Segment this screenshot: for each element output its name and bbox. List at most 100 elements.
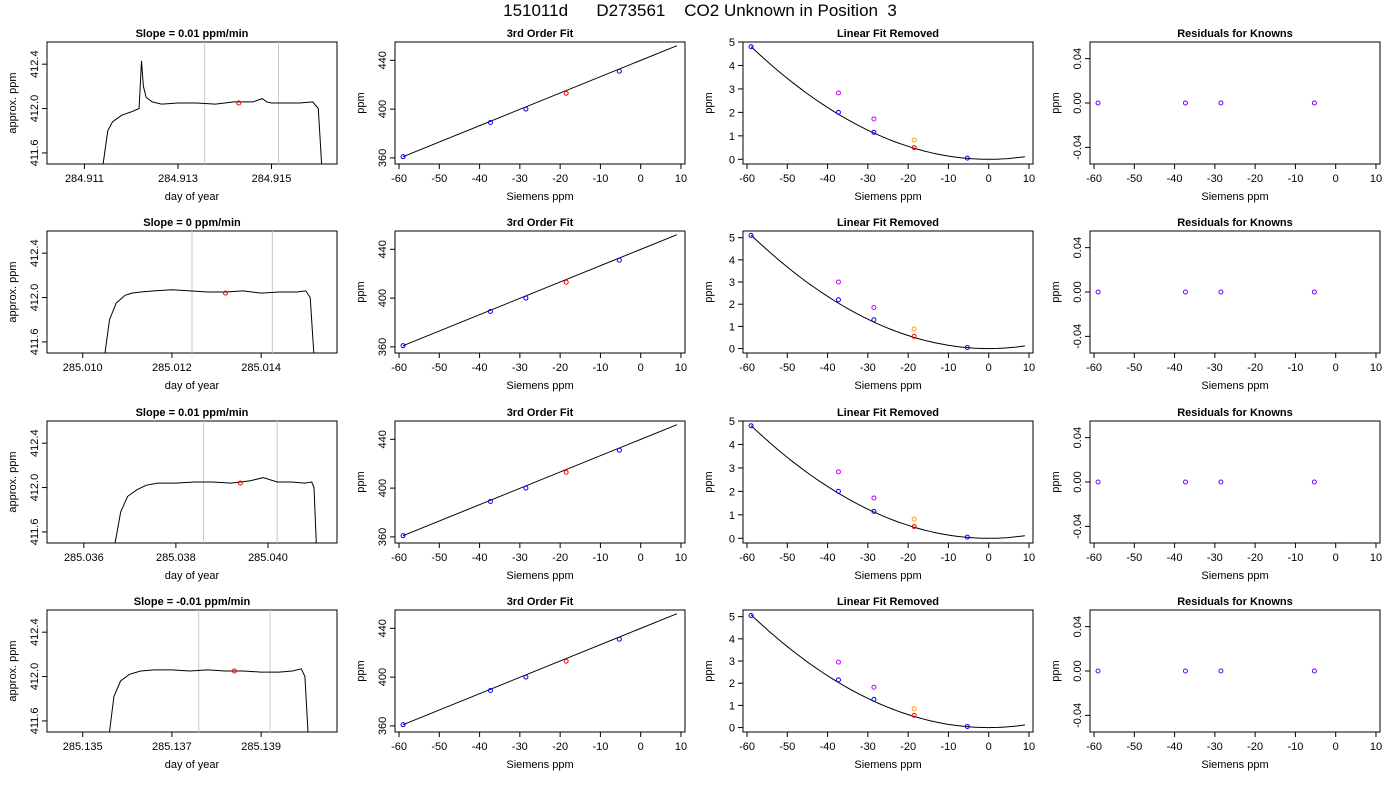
y-tick-label: 0 bbox=[729, 533, 735, 545]
x-axis-label: day of year bbox=[165, 380, 220, 392]
data-point-blue bbox=[835, 677, 841, 683]
data-point-orange bbox=[911, 706, 917, 712]
y-tick-label: 411.6 bbox=[29, 140, 41, 167]
fit-curve bbox=[750, 614, 1025, 729]
x-tick-label: -50 bbox=[1126, 741, 1142, 753]
chart-panel-r0c1: 3rd Order Fit Siemens ppm ppm -60 -50 -40 -30 -… bbox=[355, 28, 687, 203]
plot-data bbox=[748, 613, 1025, 729]
y-tick-label: 0.04 bbox=[1072, 616, 1084, 637]
y-tick-label: 400 bbox=[377, 100, 389, 118]
x-tick-label: -30 bbox=[1207, 362, 1223, 374]
plot-frame bbox=[46, 420, 338, 544]
x-tick-label: 0 bbox=[1333, 741, 1339, 753]
series-line bbox=[102, 60, 323, 164]
x-tick-label: -20 bbox=[552, 552, 568, 564]
data-point-blue bbox=[487, 120, 493, 126]
x-tick-label: -60 bbox=[739, 552, 755, 564]
chart-panel-r1c3: Residuals for Knowns Siemens ppm ppm -60 -50… bbox=[1050, 217, 1382, 392]
x-axis-label: Siemens ppm bbox=[854, 759, 921, 771]
x-tick-label: 285.014 bbox=[241, 362, 281, 374]
x-axis-label: day of year bbox=[165, 759, 220, 771]
data-point-blue bbox=[616, 68, 622, 74]
x-tick-label: -60 bbox=[739, 362, 755, 374]
chart-panel-r3c2: Linear Fit Removed Siemens ppm ppm -60 -50 -4… bbox=[703, 596, 1035, 771]
y-tick-label: 360 bbox=[377, 149, 389, 167]
data-point-blue bbox=[523, 674, 529, 680]
x-tick-label: 0 bbox=[1333, 173, 1339, 185]
chart-title: 3rd Order Fit bbox=[507, 28, 574, 40]
chart-title: 3rd Order Fit bbox=[507, 407, 574, 419]
plot-frame bbox=[1089, 230, 1381, 354]
fit-curve bbox=[750, 425, 1025, 539]
x-tick-label: 10 bbox=[1370, 362, 1382, 374]
chart-panel-r3c3: Residuals for Knowns Siemens ppm ppm -60 -50… bbox=[1050, 596, 1382, 771]
x-tick-label: 10 bbox=[1370, 173, 1382, 185]
x-tick-label: -30 bbox=[1207, 173, 1223, 185]
x-tick-label: -20 bbox=[900, 741, 916, 753]
y-tick-label: 3 bbox=[729, 463, 735, 475]
data-point-blue bbox=[964, 344, 970, 350]
x-tick-label: 284.913 bbox=[158, 173, 198, 185]
data-point-red bbox=[563, 279, 569, 285]
data-point-blue bbox=[964, 155, 970, 161]
data-point-blue bbox=[748, 423, 754, 429]
data-point-red bbox=[911, 524, 917, 530]
y-axis-label: ppm bbox=[1050, 471, 1062, 492]
data-point-magenta bbox=[871, 495, 877, 501]
x-axis-label: Siemens ppm bbox=[506, 380, 573, 392]
plot-data bbox=[748, 44, 1025, 161]
plot-data bbox=[1095, 100, 1317, 106]
x-tick-label: 0 bbox=[638, 552, 644, 564]
y-tick-label: 411.6 bbox=[29, 329, 41, 356]
mean-marker bbox=[222, 290, 228, 296]
data-point-blue bbox=[400, 533, 406, 539]
y-tick-label: 0.00 bbox=[1072, 471, 1084, 492]
x-tick-label: 284.911 bbox=[65, 173, 104, 185]
y-tick-label: 0.04 bbox=[1072, 427, 1084, 448]
data-point-blue bbox=[400, 343, 406, 349]
x-tick-label: 0 bbox=[1333, 552, 1339, 564]
y-tick-label: 1 bbox=[729, 131, 735, 143]
y-axis-label: ppm bbox=[1050, 660, 1062, 681]
x-tick-label: -10 bbox=[592, 552, 608, 564]
data-point-blue bbox=[400, 722, 406, 728]
y-tick-label: 412.0 bbox=[29, 284, 41, 312]
y-tick-label: 411.6 bbox=[29, 519, 41, 546]
x-tick-label: -40 bbox=[820, 741, 836, 753]
chart-title: Slope = 0.01 ppm/min bbox=[136, 28, 249, 40]
y-axis-label: approx. ppm bbox=[7, 72, 19, 133]
x-tick-label: -30 bbox=[512, 173, 528, 185]
data-point-purple bbox=[1311, 289, 1317, 295]
y-tick-label: 0 bbox=[729, 154, 735, 166]
y-axis-label: approx. ppm bbox=[7, 640, 19, 701]
y-tick-label: -0.04 bbox=[1072, 703, 1084, 728]
fit-line bbox=[402, 234, 678, 347]
data-point-orange bbox=[911, 516, 917, 522]
fit-line bbox=[402, 45, 678, 158]
x-tick-label: -50 bbox=[431, 741, 447, 753]
x-tick-label: -10 bbox=[1287, 362, 1303, 374]
data-point-red bbox=[563, 90, 569, 96]
data-point-blue bbox=[871, 317, 877, 323]
x-tick-label: -30 bbox=[512, 362, 528, 374]
y-axis-label: ppm bbox=[703, 660, 715, 681]
data-point-purple bbox=[1311, 668, 1317, 674]
x-tick-label: 0 bbox=[638, 741, 644, 753]
x-tick-label: -40 bbox=[820, 362, 836, 374]
plot-frame bbox=[1089, 420, 1381, 544]
chart-panel-r1c2: Linear Fit Removed Siemens ppm ppm -60 -50 -4… bbox=[703, 217, 1035, 392]
y-tick-label: 4 bbox=[729, 439, 735, 451]
x-tick-label: -30 bbox=[860, 173, 876, 185]
x-axis-label: Siemens ppm bbox=[1201, 380, 1268, 392]
x-tick-label: -40 bbox=[820, 552, 836, 564]
data-point-purple bbox=[1095, 100, 1101, 106]
plot-frame bbox=[742, 41, 1034, 165]
y-axis-label: ppm bbox=[355, 92, 367, 113]
y-tick-label: 411.6 bbox=[29, 708, 41, 735]
chart-panel-r3c0: Slope = -0.01 ppm/min day of year approx. … bbox=[7, 596, 338, 771]
plot-data bbox=[400, 424, 678, 539]
plot-data bbox=[1095, 668, 1317, 674]
y-tick-label: 5 bbox=[729, 416, 735, 428]
fit-curve bbox=[750, 234, 1025, 350]
y-tick-label: 0 bbox=[729, 344, 735, 356]
